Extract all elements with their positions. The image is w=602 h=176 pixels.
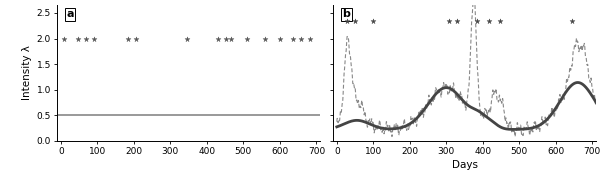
Point xyxy=(73,38,83,40)
Point xyxy=(213,38,223,40)
Point xyxy=(222,38,231,40)
Text: a: a xyxy=(66,9,74,19)
Point xyxy=(131,38,140,40)
Point xyxy=(261,38,270,40)
Point xyxy=(495,19,505,22)
Point xyxy=(82,38,92,40)
Point xyxy=(350,19,360,22)
Point xyxy=(89,38,99,40)
Point xyxy=(453,19,462,22)
Point xyxy=(368,19,378,22)
Point xyxy=(288,38,297,40)
Point xyxy=(305,38,315,40)
Point xyxy=(123,38,133,40)
Point xyxy=(275,38,285,40)
Point xyxy=(226,38,236,40)
Point xyxy=(472,19,482,22)
Point xyxy=(566,19,576,22)
Point xyxy=(296,38,306,40)
Point xyxy=(342,19,352,22)
Text: b: b xyxy=(343,9,350,19)
Point xyxy=(242,38,252,40)
Point xyxy=(444,19,454,22)
Y-axis label: Intensity λ: Intensity λ xyxy=(22,46,33,100)
Point xyxy=(60,38,69,40)
Point xyxy=(182,38,191,40)
Point xyxy=(485,19,494,22)
X-axis label: Days: Days xyxy=(452,160,477,170)
